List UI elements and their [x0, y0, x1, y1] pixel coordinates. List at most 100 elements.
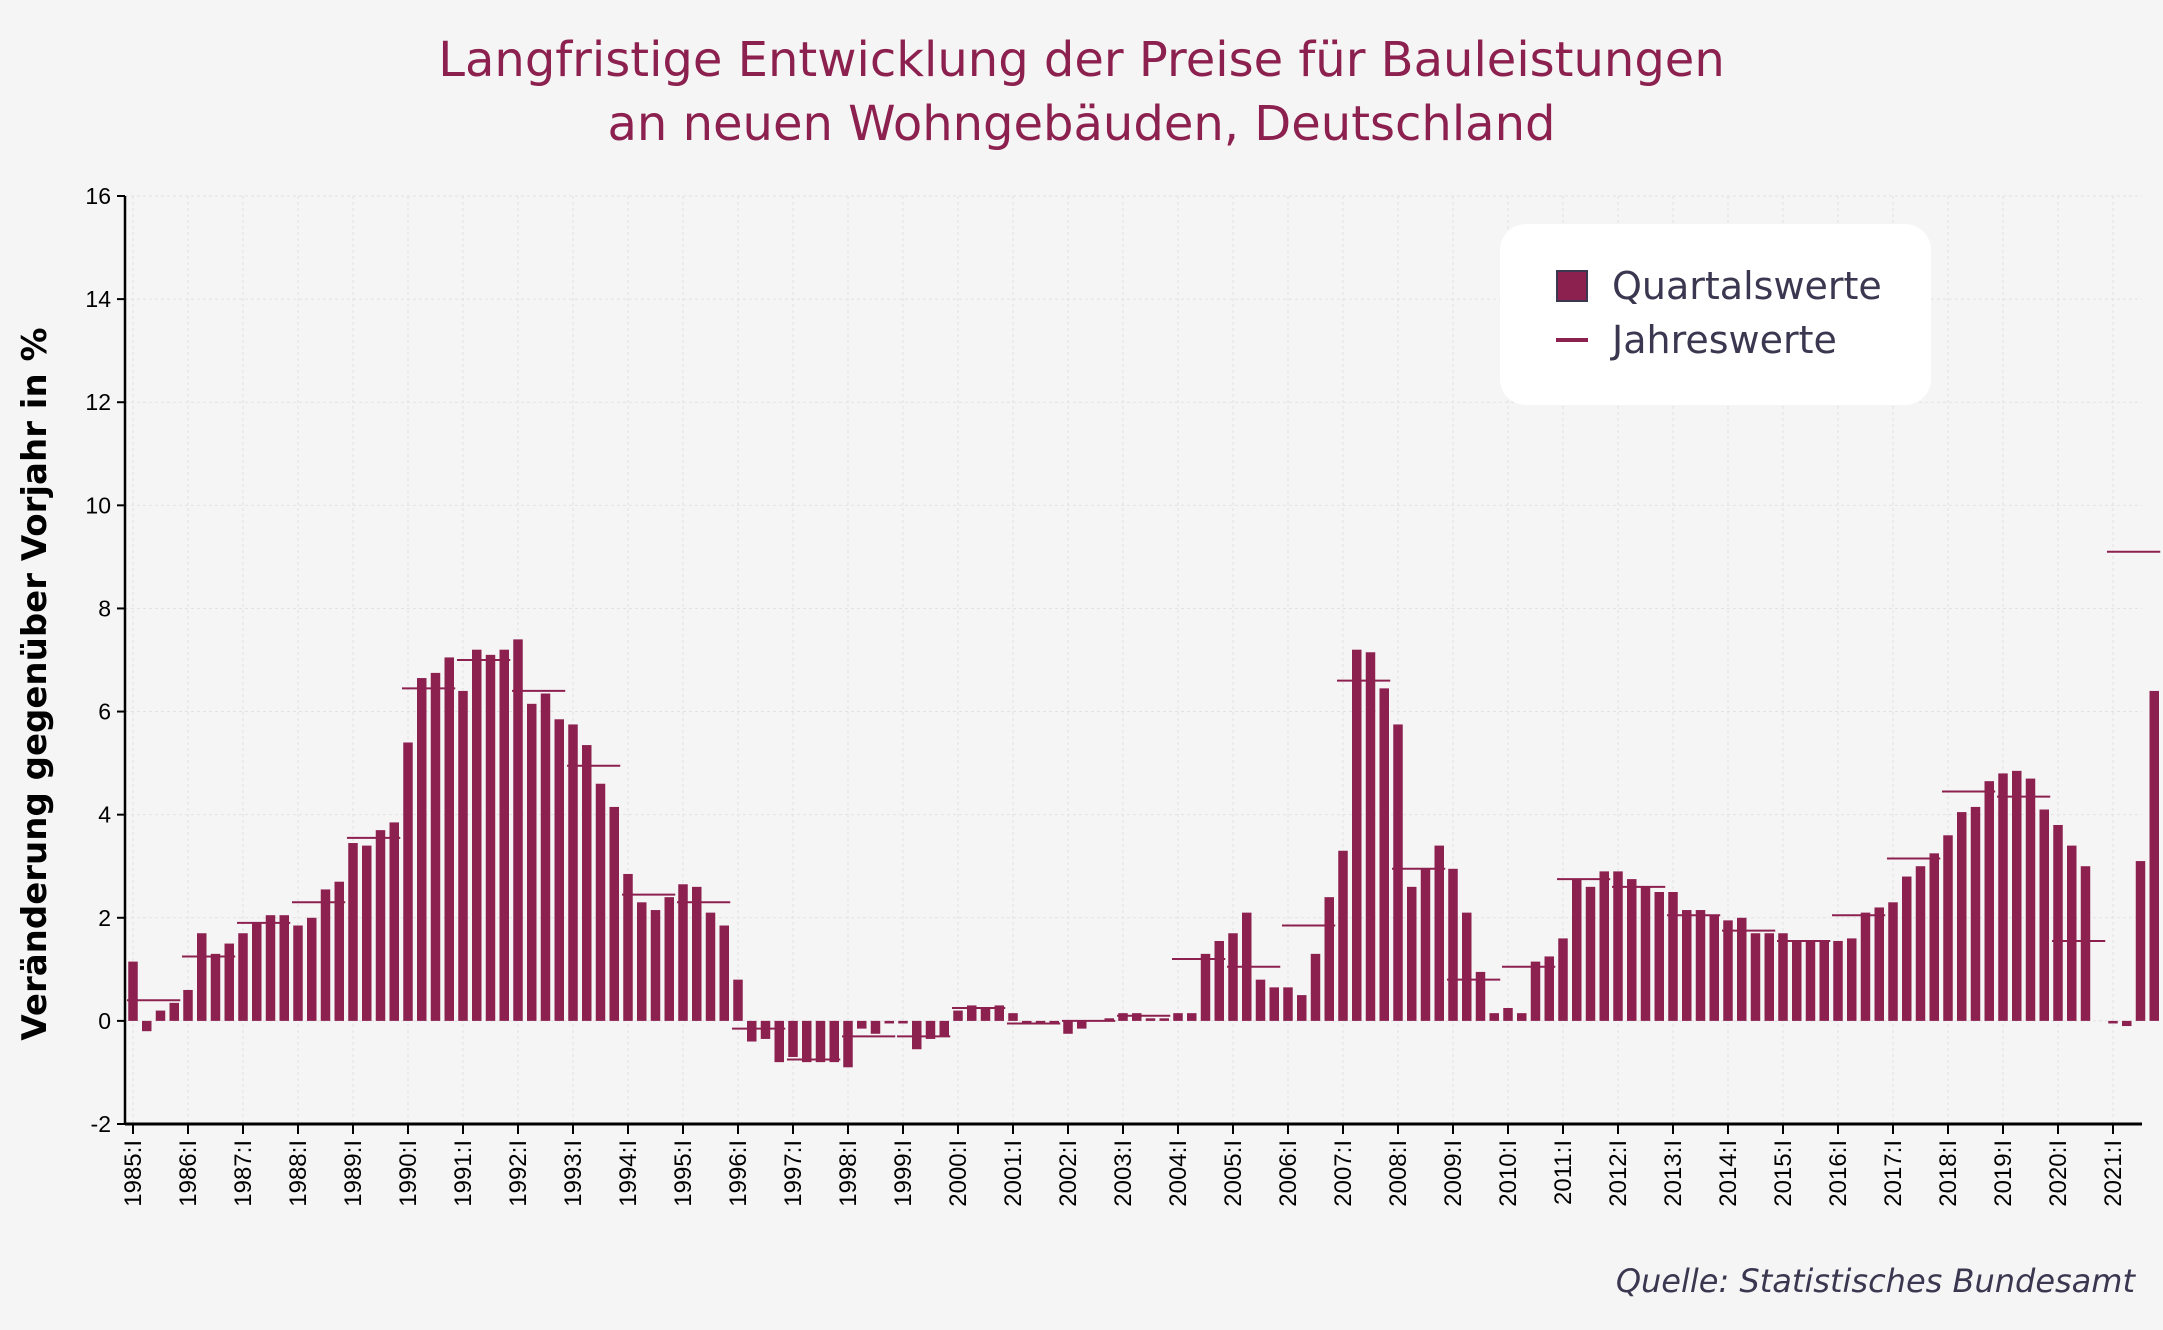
legend-label-annual: Jahreswerte [1612, 318, 1837, 362]
bar [1475, 971, 1486, 1021]
x-tick-label: 2010:I [1495, 1140, 1522, 1207]
bar [1709, 915, 1719, 1021]
bar [1022, 1020, 1032, 1024]
bar [1888, 902, 1898, 1021]
bar [293, 925, 303, 1021]
bar [279, 915, 289, 1021]
bar [1737, 917, 1747, 1021]
x-tick-label: 1998:I [835, 1140, 862, 1207]
bar [857, 1020, 867, 1029]
x-tick-label: 1994:I [615, 1140, 642, 1207]
x-tick-label: 2014:I [1715, 1140, 1742, 1207]
legend-item-annual: Jahreswerte [1556, 312, 1837, 368]
x-tick-label: 2016:I [1825, 1140, 1852, 1207]
x-tick-label: 1988:I [285, 1140, 312, 1207]
bar [1365, 652, 1376, 1021]
bar [169, 1002, 179, 1021]
bar [155, 1010, 166, 1021]
bar [719, 925, 729, 1021]
bar [252, 922, 262, 1021]
chart-title-line-1: Langfristige Entwicklung der Preise für … [438, 32, 1725, 88]
bar [747, 1020, 757, 1042]
bar [499, 649, 509, 1021]
bar [1118, 1013, 1128, 1021]
x-tick-label: 2008:I [1385, 1140, 1412, 1207]
bar [1640, 886, 1651, 1021]
bar [1874, 907, 1884, 1021]
bar [224, 943, 234, 1021]
x-tick-label: 2018:I [1935, 1140, 1962, 1207]
legend-swatch-icon [1556, 270, 1588, 302]
bar [1943, 835, 1953, 1021]
bar [2067, 845, 2077, 1021]
legend-label-quarterly: Quartalswerte [1612, 264, 1882, 308]
bar [2053, 824, 2063, 1021]
bar [1915, 866, 1926, 1021]
bar [1750, 933, 1761, 1021]
y-tick-label: 16 [85, 183, 111, 209]
bar [912, 1020, 922, 1050]
bar [142, 1020, 152, 1032]
bar [1530, 961, 1541, 1021]
bar [1833, 940, 1843, 1021]
bar [362, 845, 372, 1021]
bar [2025, 778, 2036, 1021]
legend-item-quarterly: Quartalswerte [1556, 258, 1882, 314]
bar [375, 830, 386, 1021]
bar [1283, 987, 1293, 1021]
bar [733, 979, 743, 1021]
chart-title: Langfristige Entwicklung der Preise für … [0, 28, 2163, 156]
bar [554, 719, 564, 1021]
bar [705, 912, 716, 1021]
bar [967, 1005, 977, 1021]
bar [1448, 868, 1458, 1021]
bar [1517, 1013, 1527, 1021]
bar [1338, 850, 1348, 1021]
bar [1695, 910, 1706, 1021]
bar [939, 1020, 949, 1037]
bar [1200, 953, 1211, 1021]
x-tick-label: 1986:I [175, 1140, 202, 1207]
bar [1310, 953, 1321, 1021]
bar [1077, 1020, 1087, 1029]
x-tick-label: 1995:I [670, 1140, 697, 1207]
bar [1145, 1018, 1156, 1021]
bar [898, 1020, 908, 1024]
y-tick-labels: -2 0 2 4 6 8 10 12 14 16 [85, 183, 111, 1137]
x-tick-label: 2017:I [1880, 1140, 1907, 1207]
legend-dash-icon [1556, 338, 1588, 342]
bar [389, 822, 399, 1021]
bar [430, 672, 441, 1021]
x-tick-label: 2020:I [2045, 1140, 2072, 1207]
bar [815, 1020, 826, 1063]
x-tick-label: 2005:I [1220, 1140, 1247, 1207]
y-tick-label: 10 [85, 492, 111, 518]
bar [1503, 1008, 1513, 1021]
x-tick-label: 2019:I [1990, 1140, 2017, 1207]
bar [348, 843, 358, 1021]
bar [1613, 871, 1623, 1021]
x-tick-label: 2021:I [2100, 1140, 2127, 1207]
bar [1008, 1013, 1018, 1021]
x-tick-label: 1987:I [230, 1140, 257, 1207]
x-tick-label: 1996:I [725, 1140, 752, 1207]
x-tick-label: 2003:I [1110, 1140, 1137, 1207]
x-tick-label: 2001:I [1000, 1140, 1027, 1207]
bar [774, 1020, 784, 1063]
y-tick-label: 4 [98, 802, 111, 828]
bar [1805, 940, 1816, 1021]
bar [1352, 649, 1362, 1021]
bar [1407, 886, 1417, 1021]
bar [568, 724, 578, 1021]
bar [1998, 773, 2008, 1021]
bar [2108, 1020, 2118, 1024]
axes [117, 195, 2142, 1134]
bar [1984, 781, 1994, 1021]
bar [2135, 861, 2146, 1021]
bar [1173, 1013, 1183, 1021]
chart-title-line-2: an neuen Wohngebäuden, Deutschland [607, 96, 1556, 152]
bar [1489, 1013, 1499, 1021]
bar [1668, 892, 1678, 1021]
